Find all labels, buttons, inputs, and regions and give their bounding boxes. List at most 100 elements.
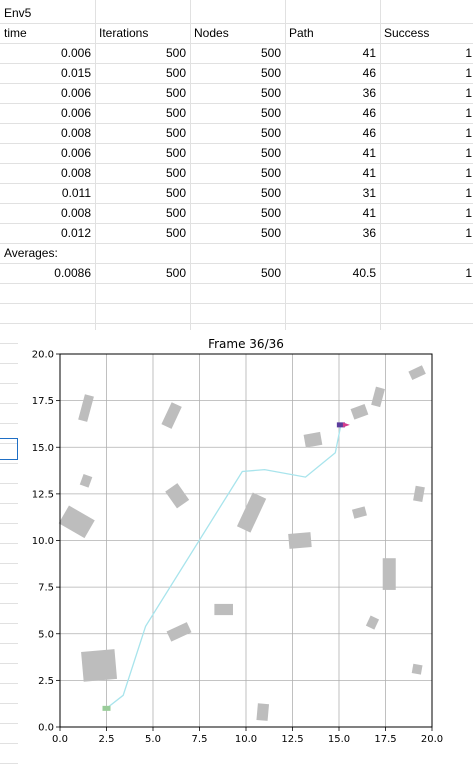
selected-cell-indicator[interactable] <box>0 438 18 460</box>
row-1-success-cell[interactable]: 1 <box>465 46 472 60</box>
row-7-path-cell[interactable]: 41 <box>362 166 376 180</box>
row-1-time-cell[interactable]: 0.006 <box>60 46 91 60</box>
row-divider <box>0 23 473 24</box>
row-10-nodes-cell[interactable]: 500 <box>260 226 281 240</box>
x-tick-label: 5.0 <box>145 734 161 745</box>
obstacle <box>408 365 426 381</box>
header-success[interactable]: Success <box>384 26 430 40</box>
avg-path-cell[interactable]: 40.5 <box>352 266 376 280</box>
row-3-path-cell[interactable]: 36 <box>362 86 376 100</box>
row-10-iterations-cell[interactable]: 500 <box>165 226 186 240</box>
x-tick-label: 12.5 <box>281 734 303 745</box>
obstacle <box>78 394 94 422</box>
avg-success-cell[interactable]: 1 <box>465 266 472 280</box>
env-label-cell[interactable]: Env5 <box>4 6 32 20</box>
row-divider <box>0 143 473 144</box>
obstacle <box>214 603 233 616</box>
row-6-iterations-cell[interactable]: 500 <box>165 146 186 160</box>
row-6-path-cell[interactable]: 41 <box>362 146 376 160</box>
y-tick-label: 2.5 <box>38 676 54 687</box>
chart-title: Frame 36/36 <box>208 337 284 351</box>
row-divider <box>0 323 473 324</box>
header-iterations[interactable]: Iterations <box>99 26 149 40</box>
row-divider <box>0 183 473 184</box>
avg-time-cell[interactable]: 0.0086 <box>54 266 91 280</box>
row-10-path-cell[interactable]: 36 <box>362 226 376 240</box>
y-tick-label: 5.0 <box>38 629 54 640</box>
row-4-iterations-cell[interactable]: 500 <box>165 106 186 120</box>
row-5-time-cell[interactable]: 0.008 <box>60 126 91 140</box>
row-7-time-cell[interactable]: 0.008 <box>60 166 91 180</box>
row-divider <box>0 243 473 244</box>
row-5-nodes-cell[interactable]: 500 <box>260 126 281 140</box>
row-6-time-cell[interactable]: 0.006 <box>60 146 91 160</box>
row-2-success-cell[interactable]: 1 <box>465 66 472 80</box>
row-4-success-cell[interactable]: 1 <box>465 106 472 120</box>
y-tick-label: 7.5 <box>38 583 54 594</box>
row-4-nodes-cell[interactable]: 500 <box>260 106 281 120</box>
row-8-success-cell[interactable]: 1 <box>465 186 472 200</box>
obstacle <box>236 492 267 533</box>
row-3-success-cell[interactable]: 1 <box>465 86 472 100</box>
row-2-iterations-cell[interactable]: 500 <box>165 66 186 80</box>
y-tick-label: 10.0 <box>32 536 54 547</box>
obstacle <box>413 485 425 503</box>
x-tick-label: 20.0 <box>421 734 443 745</box>
obstacle <box>371 386 385 408</box>
row-6-success-cell[interactable]: 1 <box>465 146 472 160</box>
row-9-nodes-cell[interactable]: 500 <box>260 206 281 220</box>
row-1-iterations-cell[interactable]: 500 <box>165 46 186 60</box>
embedded-plot-image[interactable]: 0.0 2.5 5.0 7.5 10.0 12.5 15.0 17.5 20.0 0.0 2.5 5.… <box>18 330 473 768</box>
y-tick-label: 15.0 <box>32 443 54 454</box>
row-2-path-cell[interactable]: 46 <box>362 66 376 80</box>
plot-layer: 0.0 2.5 5.0 7.5 10.0 12.5 15.0 17.5 20.0 0.0 2.5 5.… <box>32 337 443 745</box>
row-4-path-cell[interactable]: 46 <box>362 106 376 120</box>
avg-nodes-cell[interactable]: 500 <box>260 266 281 280</box>
row-3-time-cell[interactable]: 0.006 <box>60 86 91 100</box>
row-8-nodes-cell[interactable]: 500 <box>260 186 281 200</box>
row-divider <box>0 83 473 84</box>
obstacle <box>303 431 323 448</box>
header-time[interactable]: time <box>4 26 27 40</box>
path-plot-chart: 0.0 2.5 5.0 7.5 10.0 12.5 15.0 17.5 20.0 0.0 2.5 5.… <box>32 337 443 745</box>
row-1-path-cell[interactable]: 41 <box>362 46 376 60</box>
row-2-time-cell[interactable]: 0.015 <box>60 66 91 80</box>
row-3-iterations-cell[interactable]: 500 <box>165 86 186 100</box>
obstacle <box>382 558 396 590</box>
row-4-time-cell[interactable]: 0.006 <box>60 106 91 120</box>
row-8-time-cell[interactable]: 0.011 <box>61 186 91 200</box>
row-8-path-cell[interactable]: 31 <box>362 186 376 200</box>
row-5-iterations-cell[interactable]: 500 <box>165 126 186 140</box>
row-10-time-cell[interactable]: 0.012 <box>60 226 91 240</box>
obstacle <box>161 402 182 429</box>
obstacle <box>81 649 118 682</box>
row-divider <box>0 63 473 64</box>
x-tick-label: 10.0 <box>235 734 257 745</box>
obstacle <box>365 615 380 630</box>
row-6-nodes-cell[interactable]: 500 <box>260 146 281 160</box>
row-7-iterations-cell[interactable]: 500 <box>165 166 186 180</box>
row-5-path-cell[interactable]: 46 <box>362 126 376 140</box>
row-9-success-cell[interactable]: 1 <box>465 206 472 220</box>
header-path[interactable]: Path <box>289 26 314 40</box>
row-3-nodes-cell[interactable]: 500 <box>260 86 281 100</box>
row-10-success-cell[interactable]: 1 <box>465 226 472 240</box>
row-divider <box>0 223 473 224</box>
obstacle <box>350 404 369 420</box>
row-7-success-cell[interactable]: 1 <box>465 166 472 180</box>
start-marker <box>102 705 111 711</box>
row-7-nodes-cell[interactable]: 500 <box>260 166 281 180</box>
averages-label-cell[interactable]: Averages: <box>4 246 58 260</box>
avg-iterations-cell[interactable]: 500 <box>165 266 186 280</box>
row-9-time-cell[interactable]: 0.008 <box>60 206 91 220</box>
row-divider <box>0 123 473 124</box>
row-2-nodes-cell[interactable]: 500 <box>260 66 281 80</box>
row-5-success-cell[interactable]: 1 <box>465 126 472 140</box>
row-1-nodes-cell[interactable]: 500 <box>260 46 281 60</box>
row-9-iterations-cell[interactable]: 500 <box>165 206 186 220</box>
x-tick-label: 7.5 <box>192 734 208 745</box>
header-nodes[interactable]: Nodes <box>194 26 229 40</box>
row-9-path-cell[interactable]: 41 <box>362 206 376 220</box>
row-8-iterations-cell[interactable]: 500 <box>165 186 186 200</box>
